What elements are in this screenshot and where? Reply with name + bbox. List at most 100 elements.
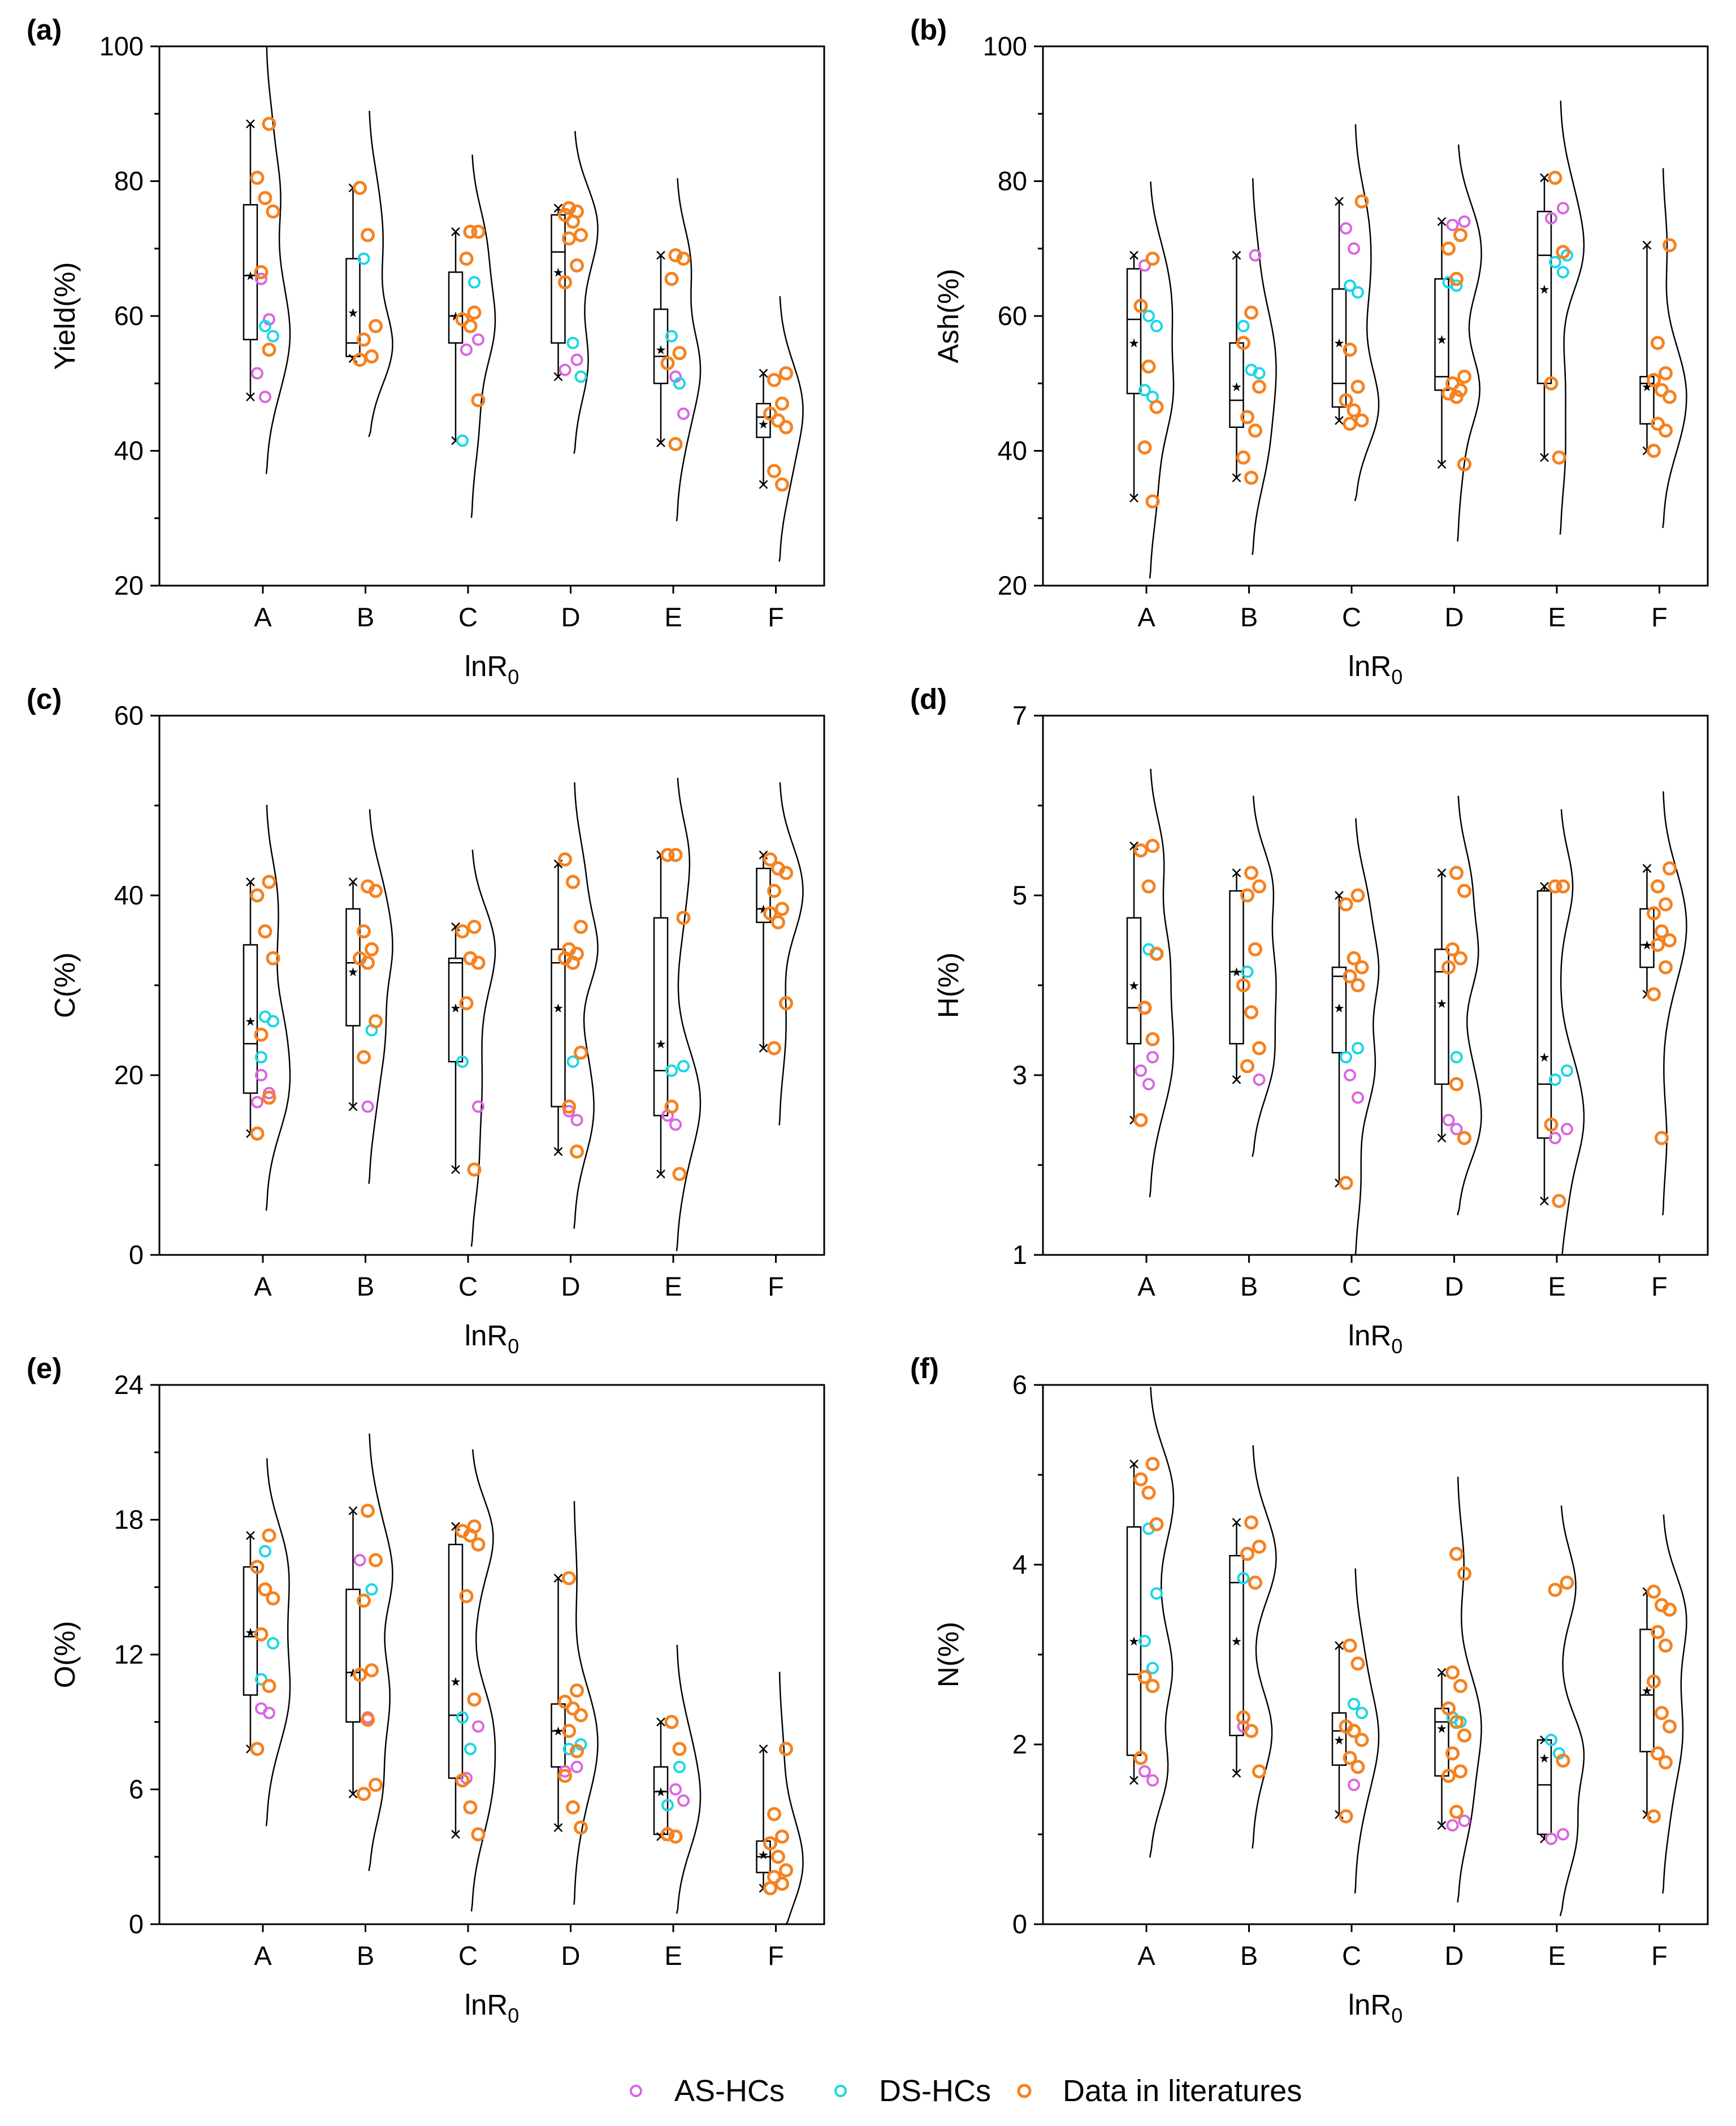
data-point — [258, 190, 272, 205]
y-axis-title: H(%) — [932, 952, 964, 1018]
whisker-cross — [759, 1043, 768, 1053]
data-point — [361, 955, 375, 970]
data-point — [1145, 1032, 1160, 1046]
data-point — [467, 1162, 482, 1177]
data-point — [775, 1876, 789, 1891]
data-point — [1560, 1575, 1574, 1590]
data-point — [472, 333, 484, 346]
x-axis-title: lnR0 — [1348, 1319, 1403, 1358]
data-point — [1449, 1547, 1464, 1561]
data-point — [365, 1583, 378, 1596]
data-point — [566, 336, 579, 349]
whisker-cross — [1540, 1196, 1549, 1206]
data-point — [357, 1594, 371, 1608]
data-point — [1549, 256, 1561, 269]
legend-marker — [630, 2085, 642, 2097]
series-as-hcs — [251, 1069, 682, 1131]
data-point — [1350, 1656, 1365, 1671]
series-as-hcs — [251, 272, 690, 420]
plot-frame — [1042, 1384, 1709, 1925]
series-ds-hcs — [255, 1010, 690, 1077]
x-axis-title: lnR0 — [1348, 1989, 1403, 2027]
data-point — [1137, 1670, 1152, 1685]
data-point — [779, 420, 793, 435]
whisker-cross — [348, 1789, 358, 1799]
mean-marker: ★ — [450, 1001, 461, 1015]
data-point — [1544, 376, 1558, 391]
data-point — [1343, 417, 1357, 431]
data-point — [1339, 393, 1353, 408]
data-point — [251, 367, 263, 380]
density-curve — [573, 131, 599, 454]
data-point — [464, 1742, 477, 1755]
y-tick-label: 40 — [114, 436, 144, 466]
box-F: ★ — [756, 1744, 771, 1893]
y-axis-title: Yield(%) — [49, 262, 81, 370]
data-point — [1457, 884, 1471, 898]
x-tick-label: E — [664, 1271, 682, 1301]
whisker-cross — [451, 227, 460, 236]
data-point — [1145, 1679, 1160, 1694]
data-point — [558, 207, 572, 222]
mean-marker: ★ — [1436, 997, 1448, 1011]
data-point — [574, 370, 587, 383]
data-point — [250, 1742, 265, 1756]
data-point — [562, 1742, 575, 1755]
density-curve — [1252, 795, 1277, 1157]
whisker-cross — [1642, 240, 1652, 250]
data-point — [1457, 1566, 1471, 1581]
data-point — [1549, 1132, 1561, 1145]
data-point — [1252, 1764, 1266, 1779]
density-curve — [1559, 101, 1585, 535]
x-tick-label: E — [1548, 1941, 1565, 1971]
data-point — [1149, 400, 1164, 414]
data-point — [1138, 1765, 1151, 1778]
whisker-cross — [1232, 473, 1241, 483]
x-tick-label: B — [1240, 1941, 1258, 1971]
box-E: ★ — [653, 250, 669, 448]
data-point — [1146, 1051, 1159, 1064]
data-point — [357, 332, 371, 347]
data-point — [471, 1537, 486, 1552]
whisker-cross — [1129, 493, 1138, 503]
x-tick-label: B — [357, 1941, 374, 1971]
data-point — [1442, 1114, 1455, 1127]
data-point — [455, 924, 470, 939]
y-tick-label: 60 — [114, 301, 144, 331]
data-point — [1248, 1575, 1262, 1590]
series-data-in-literatures — [250, 116, 793, 492]
data-point — [1343, 1751, 1357, 1765]
legend-label: AS-HCs — [674, 2074, 785, 2108]
data-point — [1449, 1077, 1464, 1092]
data-point — [1149, 946, 1164, 961]
data-point — [468, 276, 480, 289]
x-tick-label: B — [1240, 1271, 1258, 1301]
density-curve — [1457, 144, 1482, 542]
plot-frame — [158, 715, 825, 1256]
mean-marker: ★ — [1642, 938, 1653, 952]
data-point — [1138, 384, 1151, 397]
data-point — [1146, 1774, 1159, 1787]
data-point — [660, 356, 675, 370]
box-A: ★ — [1126, 1460, 1142, 1785]
mean-marker: ★ — [1539, 282, 1550, 296]
x-tick-label: F — [1651, 1271, 1668, 1301]
whisker-cross — [1437, 868, 1447, 878]
data-point — [574, 1708, 588, 1722]
data-point — [1350, 888, 1365, 903]
data-point — [1150, 319, 1163, 332]
box-iqr — [448, 1543, 464, 1779]
legend-label: Data in literatures — [1063, 2074, 1302, 2108]
data-point — [1549, 1073, 1561, 1086]
data-point — [570, 1760, 583, 1773]
whisker-cross — [1232, 868, 1241, 878]
data-point — [775, 477, 789, 492]
x-tick-label: F — [1651, 602, 1668, 632]
mean-marker: ★ — [1334, 1733, 1345, 1747]
panel-label: (e) — [27, 1352, 62, 1384]
series-data-in-literatures — [1133, 171, 1677, 509]
data-point — [1441, 241, 1456, 256]
mean-marker: ★ — [450, 1675, 461, 1689]
data-point — [767, 1807, 781, 1821]
